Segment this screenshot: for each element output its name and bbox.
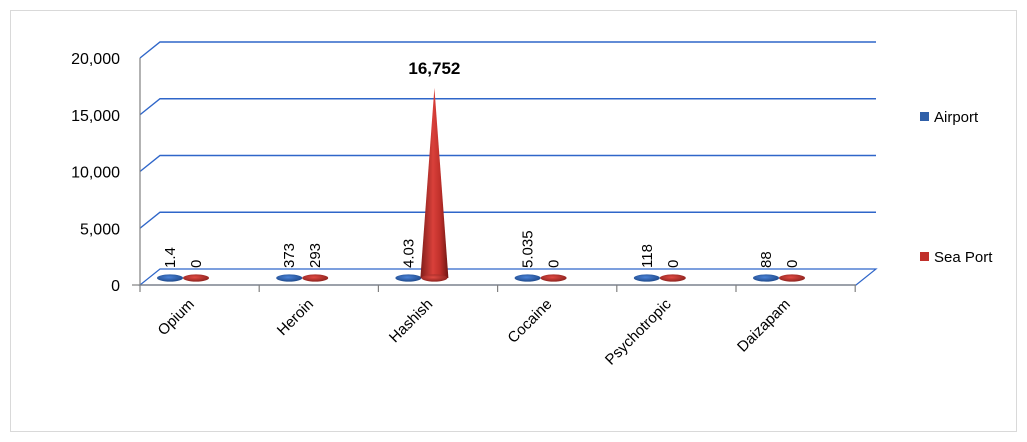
data-label: 0 [546, 260, 563, 268]
legend-label-sea-port: Sea Port [934, 249, 993, 266]
legend-swatch-airport [920, 112, 929, 121]
data-labels: 1.4 0 373 293 4.03 16,752 5.035 0 118 0 88 0 [162, 59, 801, 268]
legend-label-airport: Airport [934, 109, 979, 126]
gridlines [139, 41, 876, 229]
base-airport-heroin [276, 274, 303, 282]
y-tick-label: 0 [111, 278, 120, 295]
data-label: 0 [784, 260, 801, 268]
base-airport-opium [157, 274, 183, 282]
base-sea-port-daizapam [779, 274, 805, 282]
gridline [139, 154, 876, 173]
data-label: 373 [281, 243, 298, 268]
legend-item-airport: Airport [920, 109, 979, 126]
chart-frame [10, 10, 1017, 432]
y-tick-label: 15,000 [71, 108, 120, 125]
base-sea-port-psychotropic [659, 274, 686, 282]
base-sea-port-hashish [421, 274, 448, 282]
gridline [139, 211, 876, 229]
y-tick-label: 20,000 [71, 51, 120, 68]
base-sea-port-cocaine [540, 274, 567, 282]
gridline [139, 41, 876, 59]
cone-sea-port-hashish [420, 87, 449, 278]
y-axis-ticks: 0 5,000 10,000 15,000 20,000 [71, 51, 120, 295]
base-sea-port-heroin [302, 274, 329, 282]
data-label: 0 [665, 260, 682, 268]
y-tick-label: 5,000 [80, 221, 120, 238]
gridline [139, 98, 876, 116]
data-label: 4.03 [400, 239, 417, 268]
data-label: 1.4 [162, 247, 179, 268]
axes [132, 58, 878, 292]
base-airport-hashish [395, 274, 422, 282]
legend-item-sea-port: Sea Port [920, 249, 993, 266]
y-tick-label: 10,000 [71, 165, 120, 182]
base-sea-port-opium [183, 274, 209, 282]
data-label: 16,752 [408, 59, 460, 78]
base-airport-daizapam [753, 274, 779, 282]
data-label: 118 [639, 244, 656, 268]
legend-swatch-sea-port [920, 252, 929, 261]
data-label: 0 [188, 260, 205, 268]
data-marks [157, 87, 805, 282]
data-label: 5.035 [520, 230, 537, 268]
legend: Airport Sea Port [920, 109, 993, 266]
base-airport-psychotropic [633, 274, 660, 282]
base-airport-cocaine [514, 274, 541, 282]
data-label: 293 [307, 243, 324, 268]
data-label: 88 [758, 251, 775, 268]
